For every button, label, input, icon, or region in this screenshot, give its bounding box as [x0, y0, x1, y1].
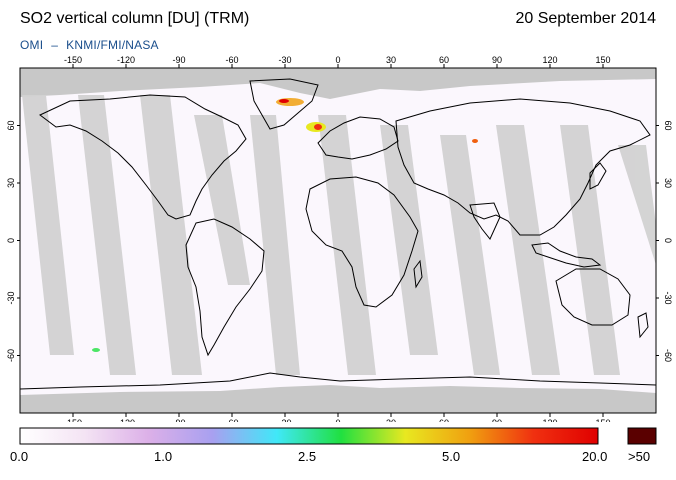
lon-tick-label-top: 90 [492, 55, 502, 65]
data-credit: OMI – KNMI/FMI/NASA [20, 38, 159, 52]
so2-spot-middle-east [472, 139, 478, 143]
colorbar-overflow-swatch [627, 427, 657, 445]
india-outline [469, 202, 501, 240]
orbit-swaths [22, 95, 656, 375]
lon-tick-label-top: -30 [278, 55, 291, 65]
orbit-swath [318, 115, 376, 375]
madagascar-outline [413, 259, 423, 289]
credit-agencies: KNMI/FMI/NASA [66, 38, 159, 52]
credit-instrument: OMI [20, 38, 44, 52]
antarctic-no-data [20, 385, 656, 413]
lat-tick-label-right: -30 [663, 291, 673, 304]
lon-tick-label-bottom: 30 [386, 418, 396, 422]
lon-tick-label-bottom: 0 [335, 418, 340, 422]
map-title: SO2 vertical column [DU] (TRM) [20, 10, 250, 27]
lon-tick-label-top: -150 [64, 55, 82, 65]
japan-outline [589, 162, 607, 190]
lon-tick-label-bottom: -60 [225, 418, 238, 422]
new-zealand-outline [637, 312, 649, 339]
colorbar-label-2: 2.5 [298, 449, 317, 464]
lon-tick-label-bottom: -150 [64, 418, 82, 422]
lon-tick-label-bottom: -120 [117, 418, 135, 422]
lon-tick-label-top: 60 [439, 55, 449, 65]
colorbar-label-3: 5.0 [442, 449, 461, 464]
lon-tick-label-bottom: 150 [595, 418, 610, 422]
colorbar-label-1: 1.0 [154, 449, 173, 464]
orbit-swath [250, 115, 300, 375]
so2-map: -150 -120 -90 -60 -30 0 30 60 90 120 150 -150 -120 -9… [6, 55, 673, 422]
colorbar-gradient [19, 427, 599, 445]
credit-dash: – [51, 38, 59, 52]
lon-tick-label-top: -60 [225, 55, 238, 65]
colorbar-label-4: 20.0 [582, 449, 608, 464]
lon-tick-label-top: 150 [595, 55, 610, 65]
orbit-swath [560, 125, 620, 375]
lat-tick-label-left: 0 [6, 238, 16, 243]
lon-tick-label-top: 120 [542, 55, 557, 65]
lon-tick-label-top: -120 [117, 55, 135, 65]
orbit-swath [440, 135, 500, 375]
lon-tick-label-bottom: 60 [439, 418, 449, 422]
colorbar [19, 427, 657, 445]
north-america-outline [39, 94, 247, 220]
lon-tick-label-bottom: 90 [492, 418, 502, 422]
lat-tick-label-right: 30 [663, 178, 673, 188]
lat-tick-label-right: 60 [663, 120, 673, 130]
asia-outline [395, 98, 651, 236]
orbit-swath [194, 115, 250, 285]
orbit-swath [22, 95, 74, 355]
africa-outline [305, 176, 419, 308]
arctic-no-data [20, 68, 656, 99]
orbit-swath [496, 125, 560, 375]
australia-outline [555, 268, 631, 326]
so2-spot-south [92, 348, 100, 352]
lon-tick-label-top: -90 [172, 55, 185, 65]
indonesia-outline [531, 242, 602, 268]
lat-tick-label-left: -30 [6, 291, 16, 304]
antarctica-outline [20, 372, 656, 390]
coastlines [20, 78, 656, 390]
lat-tick-label-left: -60 [6, 349, 16, 362]
so2-plume-iceland-core [314, 124, 322, 130]
greenland-outline [249, 78, 319, 130]
lat-tick-label-right: -60 [663, 349, 673, 362]
orbit-swath [140, 95, 202, 375]
colorbar-label-overflow: >50 [628, 449, 651, 464]
orbit-swath [380, 125, 438, 355]
orbit-swath [618, 145, 656, 265]
colorbar-label-0: 0.0 [10, 449, 29, 464]
lon-tick-label-bottom: -30 [278, 418, 291, 422]
lon-tick-label-bottom: -90 [172, 418, 185, 422]
so2-plume-arctic-core [279, 99, 289, 103]
lat-tick-label-left: 30 [6, 178, 16, 188]
orbit-swath [78, 95, 136, 375]
lat-tick-label-left: 60 [6, 120, 16, 130]
lat-tick-label-right: 0 [663, 238, 673, 243]
lon-tick-label-bottom: 120 [542, 418, 557, 422]
map-ticks: -150 -120 -90 -60 -30 0 30 60 90 120 150 -150 -120 -9… [6, 55, 673, 422]
south-america-outline [185, 218, 265, 357]
so2-signals [92, 98, 478, 352]
map-date: 20 September 2014 [515, 10, 656, 27]
lon-tick-label-top: 0 [335, 55, 340, 65]
lon-tick-label-top: 30 [386, 55, 396, 65]
